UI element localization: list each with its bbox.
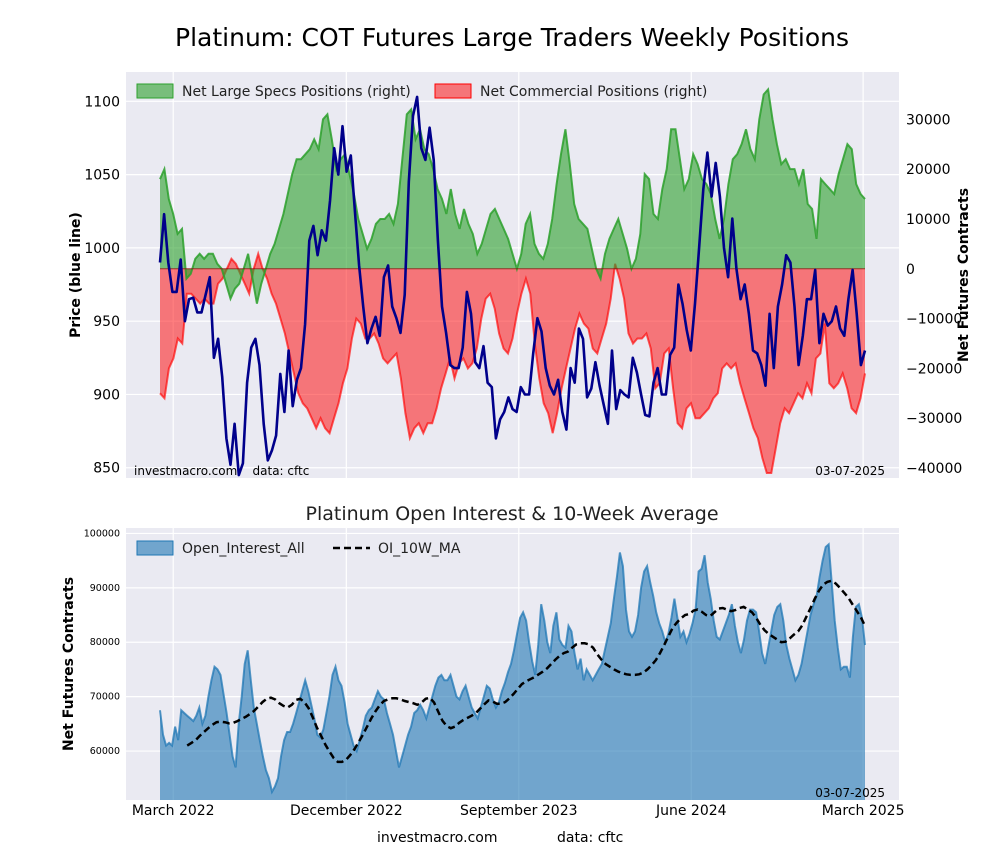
top-left-axis-label: Price (blue line) <box>68 212 84 338</box>
top-left-tick-label: 1000 <box>84 241 120 257</box>
bottom-x-tick-label: March 2022 <box>132 803 215 819</box>
bottom-y-tick-label: 90000 <box>90 583 120 594</box>
legend-label-large-specs: Net Large Specs Positions (right) <box>182 84 411 100</box>
top-right-tick-label: −40000 <box>906 461 962 477</box>
oi-10w-ma-line <box>186 579 867 764</box>
bottom-x-tick-label: March 2025 <box>822 803 905 819</box>
top-watermark: investmacro.com data: cftc <box>134 464 309 478</box>
bottom-lines <box>159 542 867 795</box>
bottom-chart-title: Platinum Open Interest & 10-Week Average <box>305 503 718 525</box>
bottom-x-tick-label: December 2022 <box>290 803 403 819</box>
bottom-y-tick-label: 60000 <box>90 746 120 757</box>
top-right-tick-label: −10000 <box>906 312 962 328</box>
legend-swatch-large-specs <box>136 83 174 99</box>
top-right-tick-label: 0 <box>906 262 915 278</box>
top-left-tick-labels: 850 900 950 1000 1050 1100 <box>84 94 120 476</box>
top-right-tick-labels: −40000 −30000 −20000 −10000 0 10000 20000 30000 <box>906 112 962 477</box>
legend-label-commercial: Net Commercial Positions (right) <box>480 84 707 100</box>
top-right-tick-label: 10000 <box>906 212 951 228</box>
top-left-tick-label: 950 <box>93 314 120 330</box>
net-large-specs-area <box>160 89 865 304</box>
top-right-axis-label: Net Futures Contracts <box>956 188 972 362</box>
footer-site: investmacro.com <box>377 830 497 846</box>
top-legend: Net Large Specs Positions (right) Net Co… <box>136 83 707 100</box>
net-commercial-line <box>159 250 866 474</box>
legend-swatch-open-interest <box>136 540 174 556</box>
top-left-tick-label: 1100 <box>84 94 120 110</box>
open-interest-area <box>160 544 865 800</box>
bottom-y-tick-label: 100000 <box>84 528 120 539</box>
top-right-tick-label: 20000 <box>906 162 951 178</box>
top-negative-area <box>159 250 866 474</box>
top-positive-area <box>159 87 866 304</box>
legend-swatch-commercial <box>434 83 472 99</box>
top-lines <box>158 95 867 477</box>
top-right-tick-label: −30000 <box>906 411 962 427</box>
price-line <box>158 95 867 477</box>
top-left-tick-label: 1050 <box>84 168 120 184</box>
bottom-y-axis-label: Net Futures Contracts <box>61 577 77 751</box>
open-interest-line <box>159 542 866 795</box>
top-right-tick-label: 30000 <box>906 112 951 128</box>
bottom-y-tick-labels: 60000 70000 80000 90000 100000 <box>84 528 120 757</box>
footer-data: data: cftc <box>557 830 623 846</box>
legend-label-open-interest: Open_Interest_All <box>182 541 305 557</box>
net-commercial-area <box>160 253 865 473</box>
net-large-specs-line <box>159 87 866 304</box>
bottom-y-tick-label: 80000 <box>90 637 120 648</box>
bottom-legend: Open_Interest_All OI_10W_MA <box>136 540 461 557</box>
bottom-x-tick-label: September 2023 <box>460 803 577 819</box>
bottom-x-tick-label: June 2024 <box>655 803 727 819</box>
figure-title: Platinum: COT Futures Large Traders Week… <box>175 23 849 52</box>
legend-label-ma: OI_10W_MA <box>378 541 461 557</box>
bottom-x-tick-labels: March 2022 December 2022 September 2023 Jun… <box>132 803 905 819</box>
bottom-y-tick-label: 70000 <box>90 692 120 703</box>
top-right-tick-label: −20000 <box>906 361 962 377</box>
bottom-area <box>160 544 865 800</box>
top-date-stamp: 03-07-2025 <box>815 464 885 478</box>
bottom-date-stamp: 03-07-2025 <box>815 786 885 800</box>
top-left-tick-label: 900 <box>93 387 120 403</box>
top-left-tick-label: 850 <box>93 461 120 477</box>
